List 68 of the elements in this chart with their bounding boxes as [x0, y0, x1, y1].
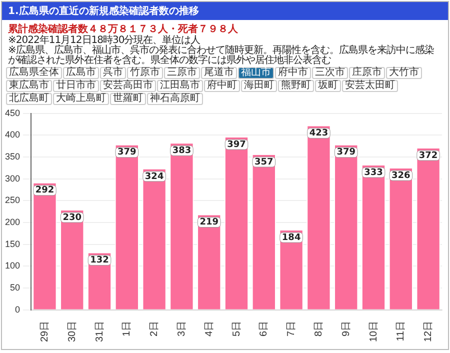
data-label: 379: [336, 148, 356, 158]
filter-button: 江田島市: [157, 80, 203, 92]
filter-button: 呉市: [100, 67, 126, 79]
x-tick-label: 3日: [176, 320, 188, 336]
filter-button: 大崎上島町: [53, 93, 109, 105]
data-label: 357: [254, 157, 274, 168]
x-tick-label: 5日: [231, 320, 242, 336]
data-label: 132: [90, 256, 109, 266]
y-tick-label: 100: [4, 260, 20, 271]
filter-button: 府中市: [275, 67, 311, 79]
x-tick-label: 12日: [423, 320, 434, 342]
data-label: 372: [418, 150, 438, 161]
y-tick-label: 450: [4, 108, 20, 118]
data-label: 230: [62, 212, 82, 223]
text: ※2022年11月12日18時30分現在、単位は人: [8, 35, 200, 46]
filter-button: 大竹市: [386, 67, 422, 79]
x-tick-label: 8日: [313, 320, 324, 336]
x-tick-label: 4日: [204, 320, 215, 336]
y-tick-label: 400: [4, 130, 20, 140]
x-tick-label: 9日: [340, 320, 352, 336]
data-label: 184: [282, 232, 301, 243]
y-tick-label: 200: [4, 217, 20, 228]
filter-button: 北広島町: [6, 93, 52, 105]
data-label: 383: [172, 146, 192, 156]
x-tick-label: 6日: [258, 320, 270, 336]
filter-button: 尾道市: [201, 67, 237, 79]
y-tick-label: 300: [4, 173, 20, 184]
y-tick-label: 0: [15, 304, 20, 314]
x-tick-label: 29日: [39, 320, 50, 342]
data-label: 324: [144, 172, 164, 182]
x-tick-label: 30日: [66, 320, 78, 342]
data-label: 333: [364, 168, 383, 178]
filter-button: 福山市: [238, 67, 274, 79]
filter-button: 廿日市市: [53, 80, 99, 92]
filter-button: 三原市: [164, 67, 200, 79]
x-tick-label: 7日: [286, 320, 298, 336]
data-label: 379: [118, 148, 136, 158]
data-label: 397: [227, 140, 246, 150]
filter-button: 東広島市: [6, 80, 52, 92]
text: ※広島県、広島市、福山市、呉市の発表に合わせて随時更新。再陽性を含む。広島県を来訪中に感染が確認された県外在住者を含む。県全体の数字には県外や居住地非公表含む: [8, 45, 435, 66]
chart-title: 1.広島県の直近の新規感染確認者数の推移: [2, 2, 448, 20]
data-label: 423: [309, 128, 328, 139]
x-tick-label: 2日: [149, 320, 160, 336]
filter-button: 府中町: [204, 80, 240, 92]
x-tick-label: 31日: [94, 320, 106, 342]
filter-button: 安芸高田市: [100, 80, 156, 92]
x-tick-label: 10日: [368, 320, 380, 342]
filter-button: 広島県全体: [6, 67, 62, 79]
filter-button: 坂町: [315, 80, 341, 92]
filter-button: 海田町: [241, 80, 277, 92]
data-label: 292: [35, 186, 54, 196]
filter-button: 広島市: [63, 67, 99, 79]
data-label: 326: [392, 170, 410, 181]
y-tick-label: 50: [10, 282, 20, 293]
x-tick-label: 11日: [396, 320, 407, 342]
y-tick-label: 350: [4, 152, 20, 162]
filter-button: 安芸太田町: [342, 80, 398, 92]
filter-button: 庄原市: [349, 67, 385, 79]
filter-button: 三次市: [312, 67, 348, 79]
chart-subtitle: 累計感染確認者数４８万８１７３人・死者７９８人: [8, 22, 239, 35]
x-tick-label: 1日: [122, 320, 133, 336]
filter-button: 神石高原町: [147, 93, 203, 105]
data-label: 219: [200, 218, 219, 228]
filter-button: 熊野町: [278, 80, 314, 92]
y-tick-label: 150: [4, 238, 20, 249]
filter-button: 世羅町: [110, 93, 146, 105]
y-tick-label: 250: [4, 195, 20, 206]
filter-button: 竹原市: [127, 67, 163, 79]
